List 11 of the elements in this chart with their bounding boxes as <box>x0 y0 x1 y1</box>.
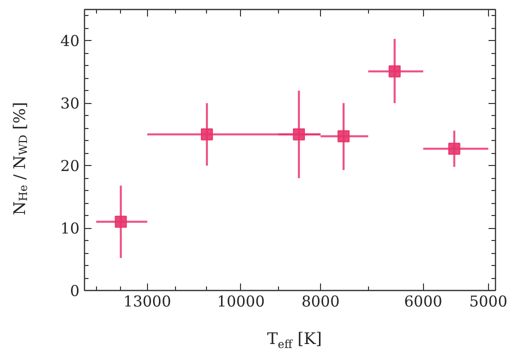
y-tick-label: 0 <box>70 282 80 300</box>
x-tick-label: 8000 <box>301 292 340 310</box>
x-axis-title: T$_{eff}$ [K] <box>267 328 322 354</box>
y-tick-label: 40 <box>60 32 80 50</box>
y-tick-label: 30 <box>60 94 80 113</box>
x-tick-label: 13000 <box>123 292 172 310</box>
x-tick-label: 10000 <box>217 292 265 310</box>
x-tick-label: 5000 <box>469 292 508 310</box>
y-tick-label: 20 <box>60 157 80 176</box>
x-tick-label: 6000 <box>404 292 442 310</box>
y-tick-label: 10 <box>60 220 80 238</box>
